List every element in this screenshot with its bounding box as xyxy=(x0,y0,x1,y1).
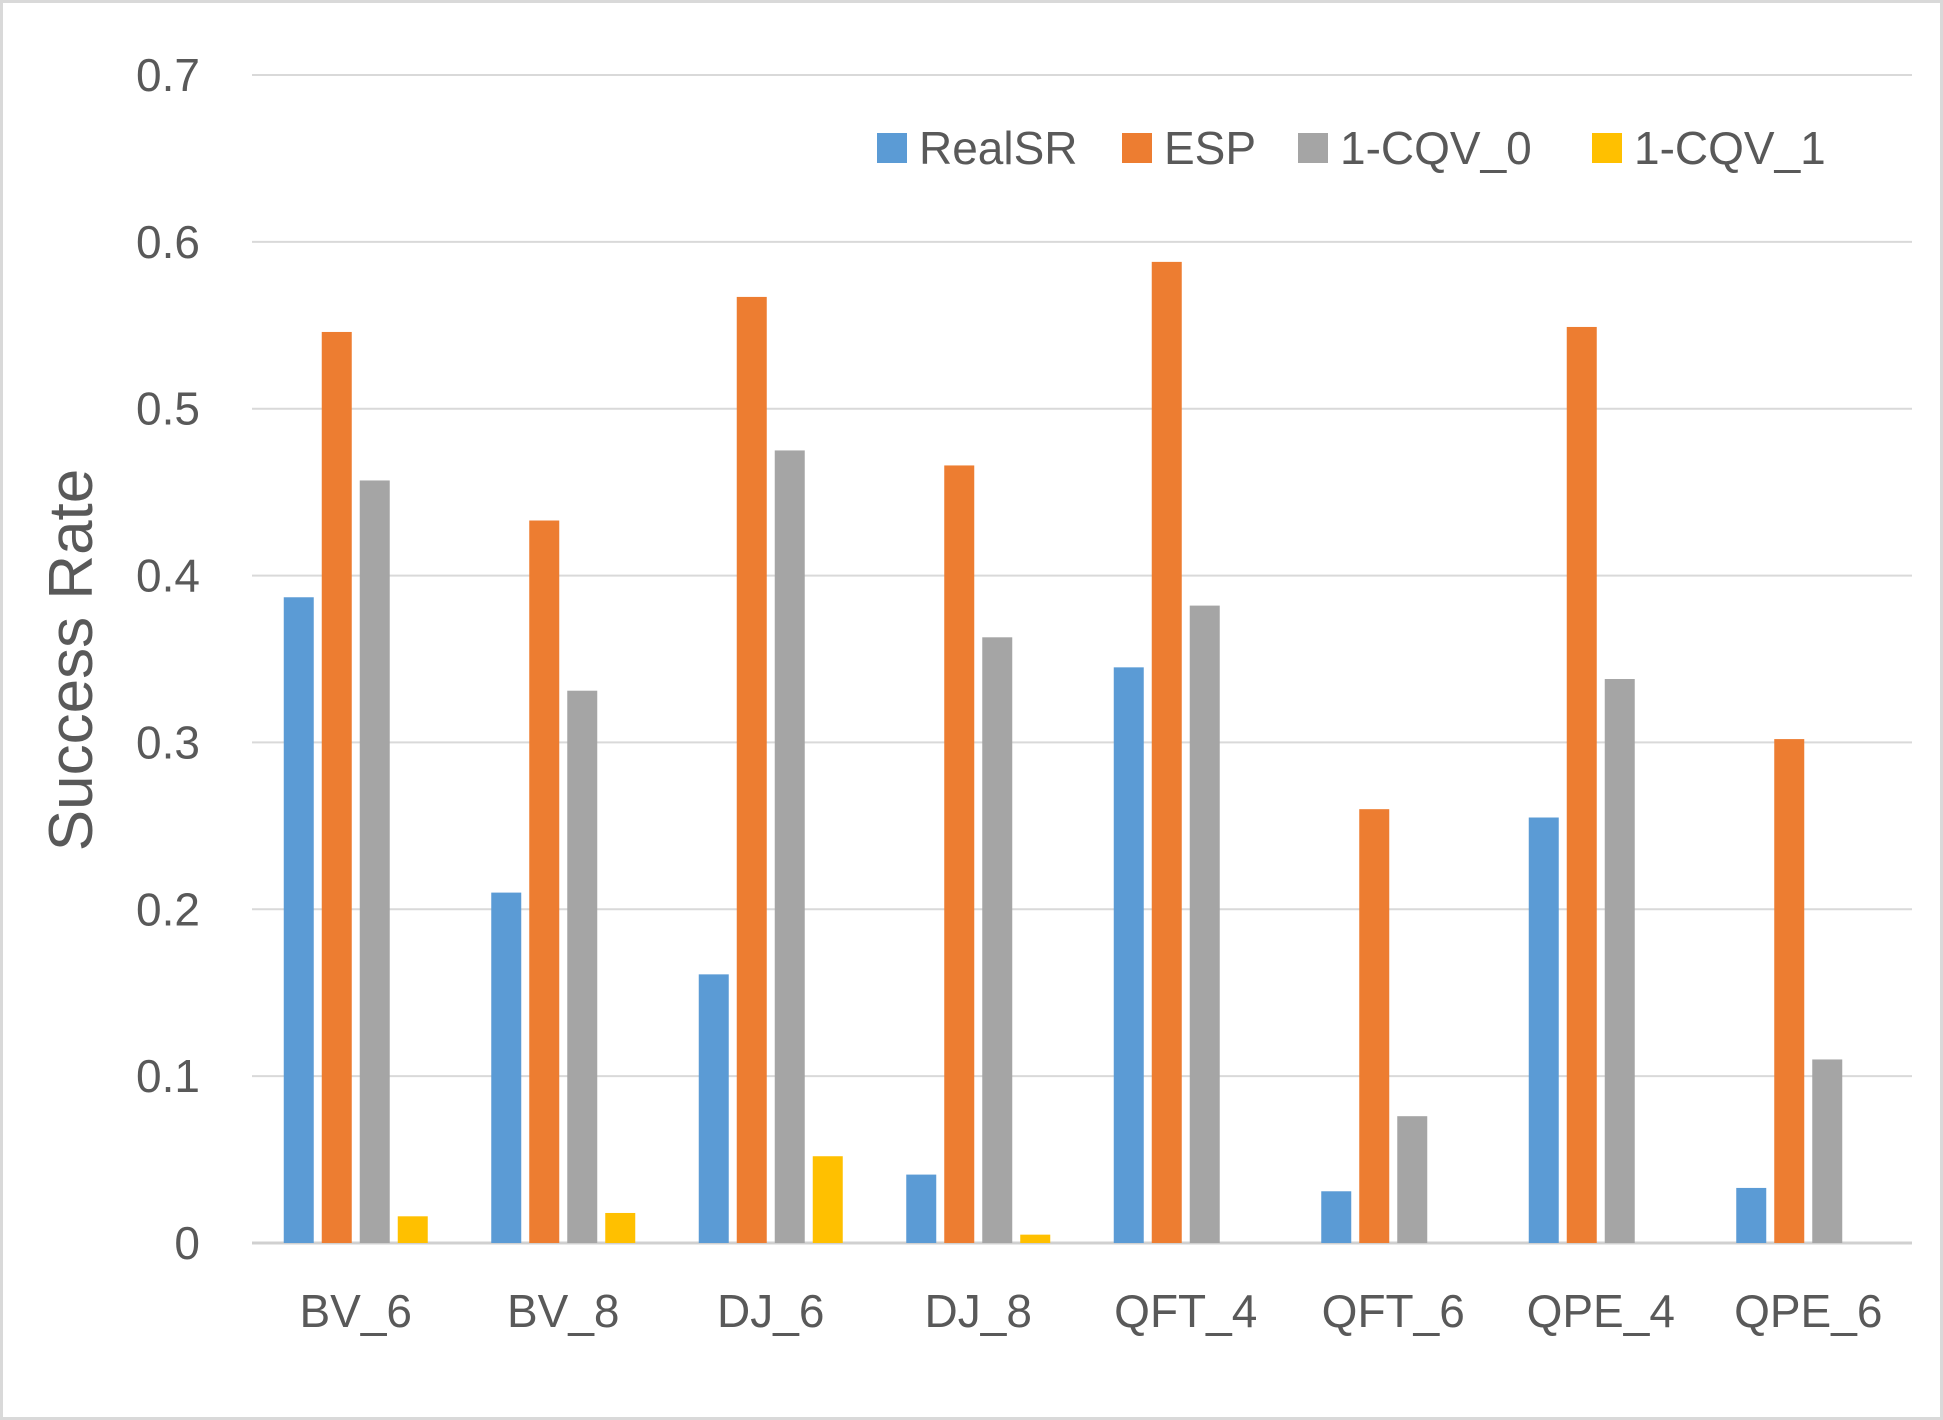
y-axis-title: Success Rate xyxy=(37,469,106,852)
bar-1-CQV_0-DJ_6 xyxy=(774,450,805,1243)
y-tick-label: 0.2 xyxy=(136,883,200,935)
bar-RealSR-QPE_6 xyxy=(1736,1187,1767,1243)
x-tick-label: BV_6 xyxy=(299,1285,412,1337)
bar-ESP-BV_8 xyxy=(529,520,560,1243)
bar-RealSR-BV_6 xyxy=(283,597,314,1243)
x-tick-label: DJ_6 xyxy=(717,1285,824,1337)
bar-RealSR-DJ_8 xyxy=(906,1174,937,1243)
bar-ESP-BV_6 xyxy=(321,331,352,1244)
bar-1-CQV_1-BV_6 xyxy=(397,1216,428,1243)
bar-RealSR-DJ_6 xyxy=(698,974,729,1243)
bar-series xyxy=(283,261,1843,1244)
y-tick-label: 0.4 xyxy=(136,550,200,602)
legend-swatch xyxy=(1122,133,1152,163)
bar-1-CQV_0-QPE_4 xyxy=(1604,679,1635,1243)
x-tick-label: QFT_6 xyxy=(1322,1285,1465,1337)
bar-1-CQV_0-QFT_4 xyxy=(1189,605,1220,1243)
legend-swatch xyxy=(1298,133,1328,163)
y-tick-label: 0.6 xyxy=(136,216,200,268)
bar-RealSR-QFT_6 xyxy=(1321,1191,1352,1243)
bar-ESP-QPE_6 xyxy=(1774,739,1805,1243)
x-axis-labels: BV_6 BV_8 DJ_6 DJ_8 QFT_4 QFT_6 QPE_4 QPE_6 xyxy=(299,1285,1882,1337)
legend-swatch xyxy=(1592,133,1622,163)
bar-ESP-QFT_4 xyxy=(1151,261,1182,1243)
bar-1-CQV_0-QFT_6 xyxy=(1397,1116,1428,1243)
gridlines xyxy=(252,74,1912,1245)
bar-1-CQV_1-BV_8 xyxy=(605,1212,636,1243)
x-tick-label: BV_8 xyxy=(507,1285,620,1337)
x-tick-label: DJ_8 xyxy=(925,1285,1032,1337)
bar-1-CQV_1-DJ_6 xyxy=(812,1156,843,1243)
x-tick-label: QPE_4 xyxy=(1527,1285,1675,1337)
legend-label: 1-CQV_1 xyxy=(1634,122,1826,174)
bar-ESP-DJ_8 xyxy=(944,465,975,1244)
bar-RealSR-BV_8 xyxy=(491,892,522,1243)
y-tick-label: 0 xyxy=(174,1217,200,1269)
bar-ESP-QPE_4 xyxy=(1566,326,1597,1243)
bar-1-CQV_0-QPE_6 xyxy=(1812,1059,1843,1243)
legend-label: RealSR xyxy=(919,122,1078,174)
x-tick-label: QFT_4 xyxy=(1114,1285,1257,1337)
y-axis-ticks: 0 0.1 0.2 0.3 0.4 0.5 0.6 0.7 xyxy=(136,49,200,1269)
legend: RealSR ESP 1-CQV_0 1-CQV_1 xyxy=(877,122,1826,174)
legend-label: ESP xyxy=(1164,122,1256,174)
bar-1-CQV_0-BV_6 xyxy=(359,480,390,1243)
bar-RealSR-QFT_4 xyxy=(1113,667,1144,1243)
legend-swatch xyxy=(877,133,907,163)
y-tick-label: 0.7 xyxy=(136,49,200,101)
y-tick-label: 0.1 xyxy=(136,1050,200,1102)
x-tick-label: QPE_6 xyxy=(1734,1285,1882,1337)
y-tick-label: 0.5 xyxy=(136,383,200,435)
bar-ESP-QFT_6 xyxy=(1359,809,1390,1243)
bar-ESP-DJ_6 xyxy=(736,296,767,1243)
legend-label: 1-CQV_0 xyxy=(1340,122,1532,174)
bar-1-CQV_0-BV_8 xyxy=(567,690,598,1243)
bar-1-CQV_0-DJ_8 xyxy=(982,637,1013,1243)
y-tick-label: 0.3 xyxy=(136,716,200,768)
bar-1-CQV_1-DJ_8 xyxy=(1020,1234,1051,1243)
bar-RealSR-QPE_4 xyxy=(1528,817,1559,1243)
